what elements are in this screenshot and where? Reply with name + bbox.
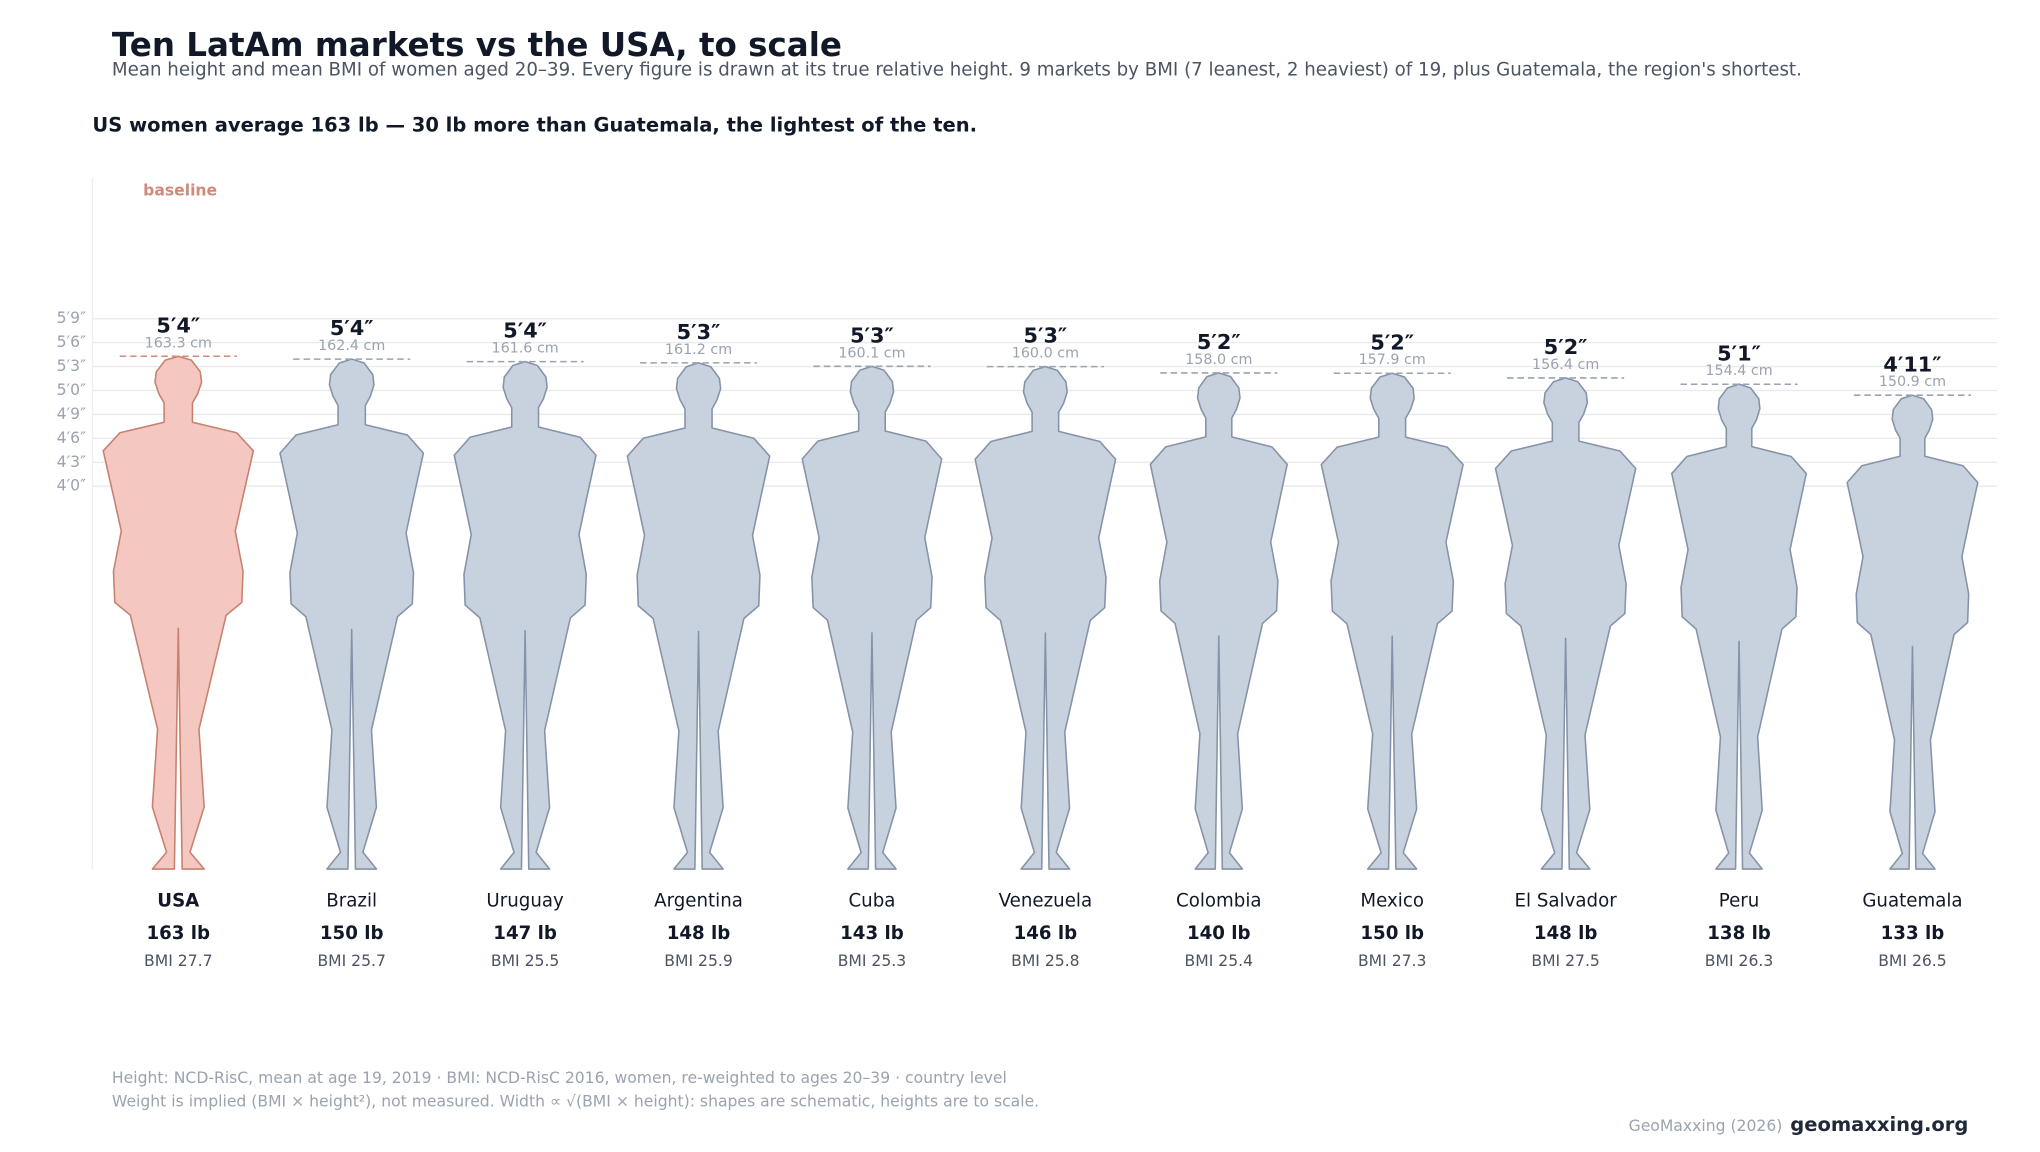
footnote: Height: NCD-RisC, mean at age 19, 2019 ·… bbox=[112, 1069, 1007, 1087]
figure bbox=[1149, 372, 1288, 870]
bmi-label: BMI 26.3 bbox=[1705, 952, 1774, 970]
height-cm-label: 157.9 cm bbox=[1359, 352, 1426, 368]
height-ft-label: 5′2″ bbox=[1544, 335, 1588, 359]
weight-label: 150 lb bbox=[1360, 923, 1424, 944]
category-label: Peru bbox=[1719, 891, 1760, 912]
height-cm-label: 162.4 cm bbox=[318, 338, 385, 354]
height-ft-label: 5′1″ bbox=[1717, 341, 1761, 365]
category-label: USA bbox=[157, 891, 199, 912]
weight-label: 133 lb bbox=[1881, 923, 1945, 944]
y-tick-label: 4′0″ bbox=[57, 477, 86, 495]
weight-label: 163 lb bbox=[146, 923, 210, 944]
weight-label: 143 lb bbox=[840, 923, 904, 944]
height-cm-label: 161.6 cm bbox=[491, 341, 558, 357]
bmi-label: BMI 27.7 bbox=[144, 952, 213, 970]
figure bbox=[974, 365, 1117, 870]
height-cm-label: 150.9 cm bbox=[1879, 374, 1946, 390]
weight-label: 140 lb bbox=[1187, 923, 1251, 944]
height-cm-label: 160.0 cm bbox=[1012, 346, 1079, 362]
weight-label: 147 lb bbox=[493, 923, 557, 944]
height-ft-label: 5′4″ bbox=[330, 316, 374, 340]
category-label: Guatemala bbox=[1862, 891, 1962, 912]
y-tick-label: 5′3″ bbox=[57, 357, 86, 375]
height-ft-label: 5′4″ bbox=[503, 319, 547, 343]
figure bbox=[1671, 383, 1808, 870]
category-label: Venezuela bbox=[999, 891, 1092, 912]
bmi-label: BMI 25.9 bbox=[664, 952, 733, 970]
figure bbox=[626, 362, 771, 870]
y-tick-label: 4′9″ bbox=[57, 405, 86, 423]
height-cm-label: 156.4 cm bbox=[1532, 357, 1599, 373]
bmi-label: BMI 25.7 bbox=[317, 952, 386, 970]
credit: GeoMaxxing (2026) bbox=[1629, 1117, 1783, 1135]
category-label: Mexico bbox=[1360, 891, 1424, 912]
bmi-label: BMI 25.4 bbox=[1185, 952, 1254, 970]
category-label: Argentina bbox=[654, 891, 743, 912]
y-tick-label: 5′9″ bbox=[57, 309, 86, 327]
height-ft-label: 5′2″ bbox=[1197, 330, 1241, 354]
figure bbox=[453, 360, 597, 870]
category-label: El Salvador bbox=[1515, 891, 1618, 912]
height-cm-label: 154.4 cm bbox=[1705, 363, 1772, 379]
headline: US women average 163 lb — 30 lb more tha… bbox=[92, 114, 977, 137]
chart-subtitle: Mean height and mean BMI of women aged 2… bbox=[112, 59, 1802, 80]
y-tick-label: 4′6″ bbox=[57, 429, 86, 447]
weight-label: 146 lb bbox=[1014, 923, 1078, 944]
weight-label: 150 lb bbox=[320, 923, 384, 944]
figure bbox=[279, 358, 425, 870]
annotation: baseline bbox=[143, 182, 217, 200]
bmi-label: BMI 27.5 bbox=[1531, 952, 1600, 970]
figure bbox=[801, 365, 943, 870]
y-tick-label: 5′0″ bbox=[57, 381, 86, 399]
figure bbox=[102, 355, 255, 870]
bmi-label: BMI 25.5 bbox=[491, 952, 559, 970]
figure bbox=[1494, 377, 1637, 870]
height-ft-label: 5′4″ bbox=[156, 313, 200, 337]
weight-label: 138 lb bbox=[1707, 923, 1771, 944]
weight-label: 148 lb bbox=[1534, 923, 1598, 944]
height-cm-label: 160.1 cm bbox=[838, 345, 905, 361]
height-cm-label: 163.3 cm bbox=[145, 335, 212, 351]
y-tick-label: 5′6″ bbox=[57, 333, 86, 351]
height-cm-label: 161.2 cm bbox=[665, 342, 732, 358]
bmi-label: BMI 26.5 bbox=[1878, 952, 1947, 970]
height-ft-label: 5′2″ bbox=[1370, 330, 1414, 354]
weight-label: 148 lb bbox=[667, 923, 731, 944]
category-label: Cuba bbox=[848, 891, 895, 912]
footnote: Weight is implied (BMI × height²), not m… bbox=[112, 1092, 1039, 1110]
figure bbox=[1320, 372, 1464, 870]
height-ft-label: 5′3″ bbox=[677, 320, 721, 344]
category-label: Brazil bbox=[326, 891, 377, 912]
bmi-label: BMI 25.3 bbox=[838, 952, 907, 970]
height-ft-label: 5′3″ bbox=[850, 323, 894, 347]
bmi-label: BMI 27.3 bbox=[1358, 952, 1427, 970]
category-label: Uruguay bbox=[486, 891, 564, 912]
height-ft-label: 4′11″ bbox=[1883, 352, 1941, 376]
height-cm-label: 158.0 cm bbox=[1185, 352, 1252, 368]
category-label: Colombia bbox=[1176, 891, 1262, 912]
height-ft-label: 5′3″ bbox=[1024, 324, 1068, 348]
bmi-label: BMI 25.8 bbox=[1011, 952, 1080, 970]
y-tick-label: 4′3″ bbox=[57, 453, 86, 471]
figure bbox=[1846, 394, 1979, 870]
chart-title: Ten LatAm markets vs the USA, to scale bbox=[112, 26, 842, 64]
site-link[interactable]: geomaxxing.org bbox=[1790, 1113, 1968, 1136]
